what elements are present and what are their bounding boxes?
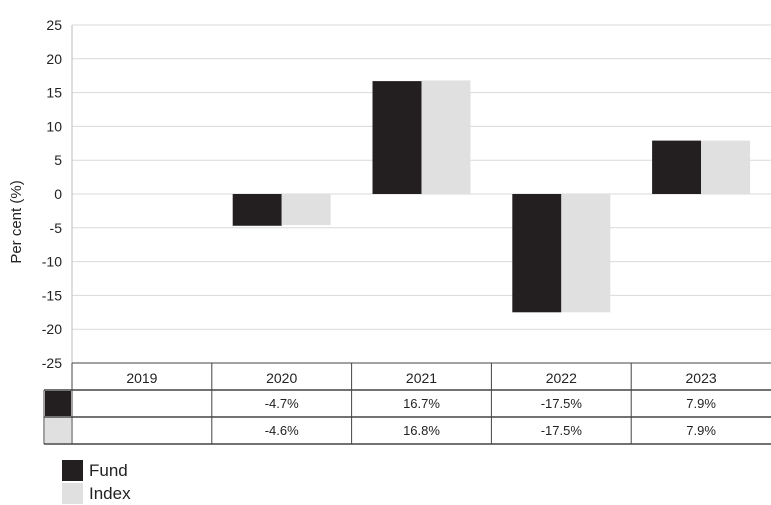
row-swatch-fund <box>45 391 71 416</box>
y-tick-label: 5 <box>54 152 62 168</box>
row-swatch-index <box>45 418 71 443</box>
y-tick-label: 25 <box>46 17 62 33</box>
legend-label-fund: Fund <box>89 460 128 480</box>
y-tick-label: -20 <box>42 321 62 337</box>
category-label: 2023 <box>686 370 717 386</box>
bar-fund-2020 <box>232 194 282 226</box>
y-tick-label: 20 <box>46 51 62 67</box>
data-table: 2019 2020 2021 2022 2023 -4.7% 16.7% -17.5% 7.9%… <box>43 362 771 445</box>
category-label: 2022 <box>546 370 577 386</box>
category-label: 2021 <box>406 370 437 386</box>
legend-item-index: Index <box>62 482 131 505</box>
y-tick-label: 10 <box>46 118 62 134</box>
category-label: 2020 <box>266 370 297 386</box>
legend-item-fund: Fund <box>62 459 131 482</box>
y-tick-label: 15 <box>46 85 62 101</box>
bar-fund-2021 <box>372 81 422 194</box>
bar-fund-2023 <box>652 140 702 194</box>
data-label: 7.9% <box>686 423 716 438</box>
y-tick-label: -25 <box>42 355 62 371</box>
y-tick-label: -5 <box>50 220 63 236</box>
bar-index-2020 <box>281 194 331 226</box>
y-axis-label: Per cent (%) <box>8 180 25 263</box>
bar-index-2022 <box>561 194 611 313</box>
y-axis-ticks: 25 20 15 10 5 0 -5 -10 -15 -20 -25 <box>42 17 62 371</box>
data-label: 16.8% <box>403 423 440 438</box>
data-label: -4.7% <box>265 396 299 411</box>
y-tick-label: -10 <box>42 254 62 270</box>
data-label: -17.5% <box>541 423 583 438</box>
bar-index-2023 <box>701 140 751 194</box>
data-label: 7.9% <box>686 396 716 411</box>
bar-chart: 25 20 15 10 5 0 -5 -10 -15 -20 -25 Per cent (%) 20… <box>8 17 771 445</box>
legend-swatch-fund <box>62 460 83 481</box>
bar-index-2021 <box>421 80 471 194</box>
bars <box>232 80 751 313</box>
y-tick-label: -15 <box>42 287 62 303</box>
bar-fund-2022 <box>512 194 562 313</box>
legend: Fund Index <box>62 459 131 505</box>
y-tick-label: 0 <box>54 186 62 202</box>
legend-label-index: Index <box>89 483 131 503</box>
data-label: -17.5% <box>541 396 583 411</box>
data-label: -4.6% <box>265 423 299 438</box>
data-label: 16.7% <box>403 396 440 411</box>
category-label: 2019 <box>126 370 157 386</box>
legend-swatch-index <box>62 483 83 504</box>
